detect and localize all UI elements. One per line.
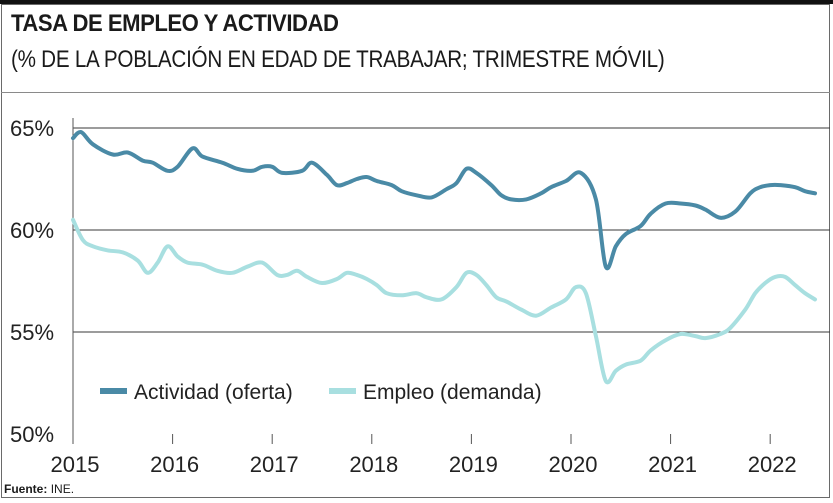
source-text: INE. <box>50 482 75 496</box>
x-tick-label: 2018 <box>349 452 398 477</box>
gridlines <box>72 118 830 440</box>
chart-frame <box>1 4 830 498</box>
x-tick-label: 2020 <box>549 452 598 477</box>
source-label: Fuente: <box>4 482 48 496</box>
header-divider <box>1 92 830 93</box>
x-tick-label: 2019 <box>449 452 498 477</box>
legend-label: Empleo (demanda) <box>363 381 542 404</box>
series-line-empleo <box>71 217 817 385</box>
x-axis-ticks: 2015 2016 2017 2018 2019 2020 2021 2022 <box>51 434 797 477</box>
series-lines <box>71 130 817 385</box>
y-tick-label: 55% <box>10 320 54 345</box>
series-line-actividad <box>71 130 817 271</box>
y-axis-ticks: 65% 60% 55% 50% <box>10 116 54 447</box>
y-tick-label: 50% <box>10 422 54 447</box>
y-tick-label: 65% <box>10 116 54 141</box>
x-tick-label: 2017 <box>250 452 299 477</box>
x-tick-label: 2022 <box>748 452 797 477</box>
legend-label: Actividad (oferta) <box>134 381 293 404</box>
top-rule <box>0 0 833 4</box>
chart-subtitle: (% DE LA POBLACIÓN EN EDAD DE TRABAJAR; … <box>11 46 665 73</box>
legend: Actividad (oferta) Empleo (demanda) <box>100 381 542 404</box>
x-tick-label: 2021 <box>648 452 697 477</box>
x-tick-label: 2016 <box>150 452 199 477</box>
y-tick-label: 60% <box>10 218 54 243</box>
source-note: Fuente: INE. <box>4 482 74 496</box>
chart-title: TASA DE EMPLEO Y ACTIVIDAD <box>11 10 339 37</box>
x-tick-label: 2015 <box>51 452 100 477</box>
